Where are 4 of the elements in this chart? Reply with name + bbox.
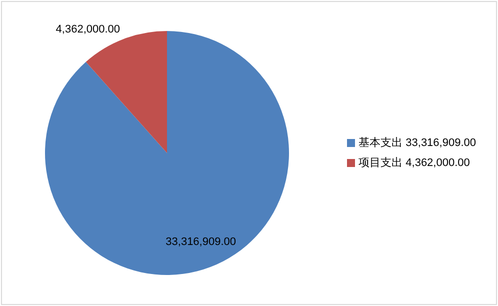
- data-label: 33,316,909.00: [166, 236, 236, 248]
- data-label: 4,362,000.00: [56, 24, 120, 36]
- legend-label: 项目支出 4,362,000.00: [358, 157, 470, 169]
- legend-label: 基本支出 33,316,909.00: [358, 137, 476, 149]
